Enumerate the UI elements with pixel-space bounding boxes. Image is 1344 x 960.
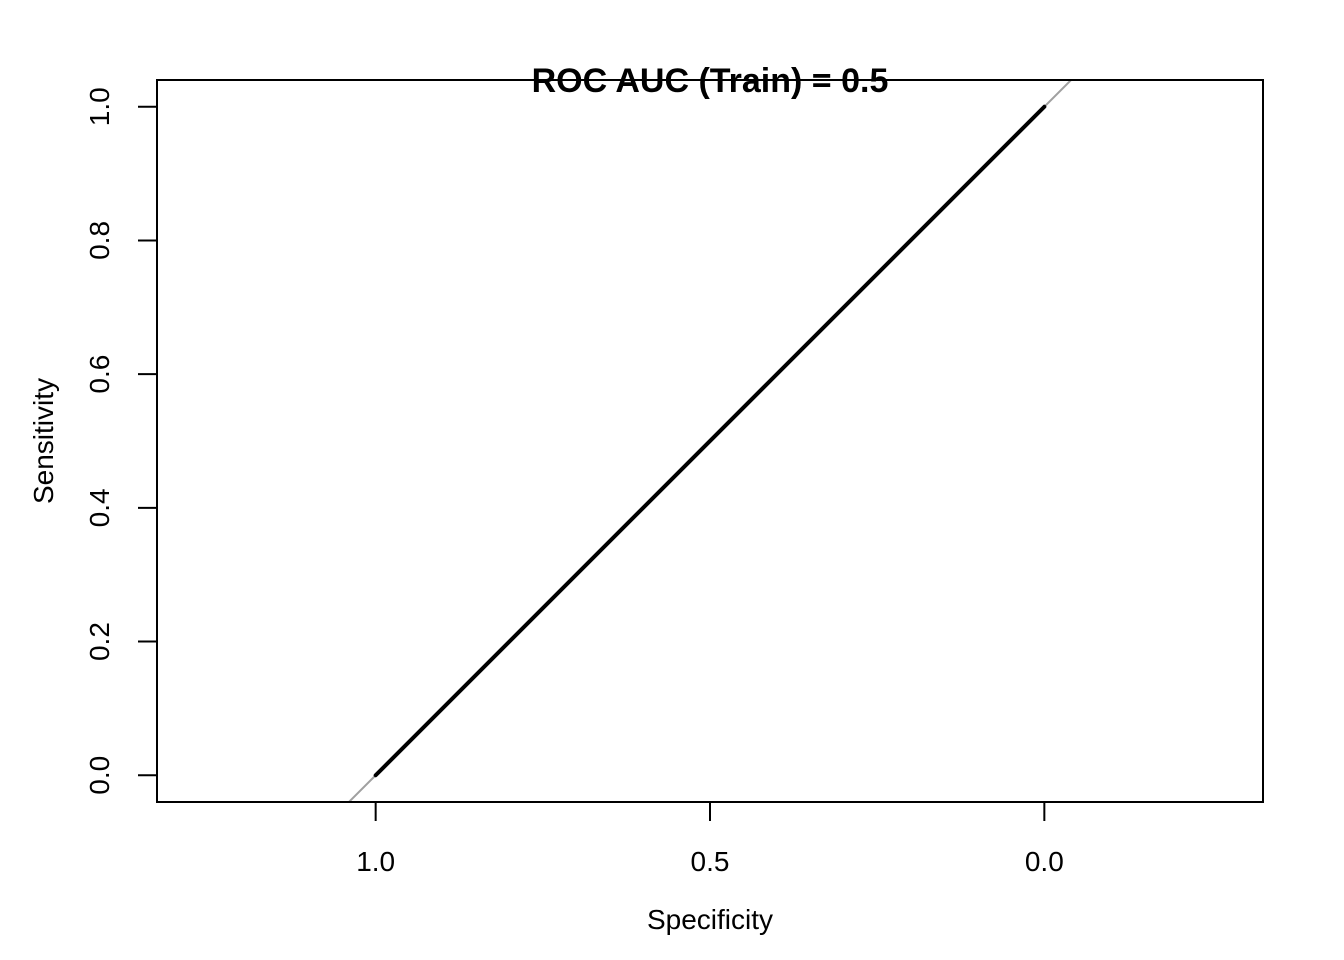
y-axis: 0.0 0.2 0.4 0.6 0.8 1.0: [84, 87, 158, 795]
x-tick-label: 1.0: [356, 846, 395, 877]
y-tick-label: 0.6: [84, 355, 115, 394]
y-tick-label: 0.0: [84, 756, 115, 795]
x-axis-title: Specificity: [647, 904, 773, 935]
series-layer: [373, 104, 1047, 778]
x-tick-label: 0.0: [1025, 846, 1064, 877]
chart-title: ROC AUC (Train) = 0.5: [532, 62, 889, 100]
y-axis-title: Sensitivity: [28, 378, 59, 504]
x-tick-label: 0.5: [691, 846, 730, 877]
reference-diagonal: [347, 80, 1073, 802]
y-tick-label: 0.2: [84, 622, 115, 661]
x-axis: 1.0 0.5 0.0: [356, 801, 1064, 877]
y-tick-label: 0.4: [84, 488, 115, 527]
y-tick-label: 0.8: [84, 221, 115, 260]
y-tick-label: 1.0: [84, 87, 115, 126]
roc-curve-0: [373, 104, 1047, 778]
reference-layer: [347, 80, 1073, 802]
